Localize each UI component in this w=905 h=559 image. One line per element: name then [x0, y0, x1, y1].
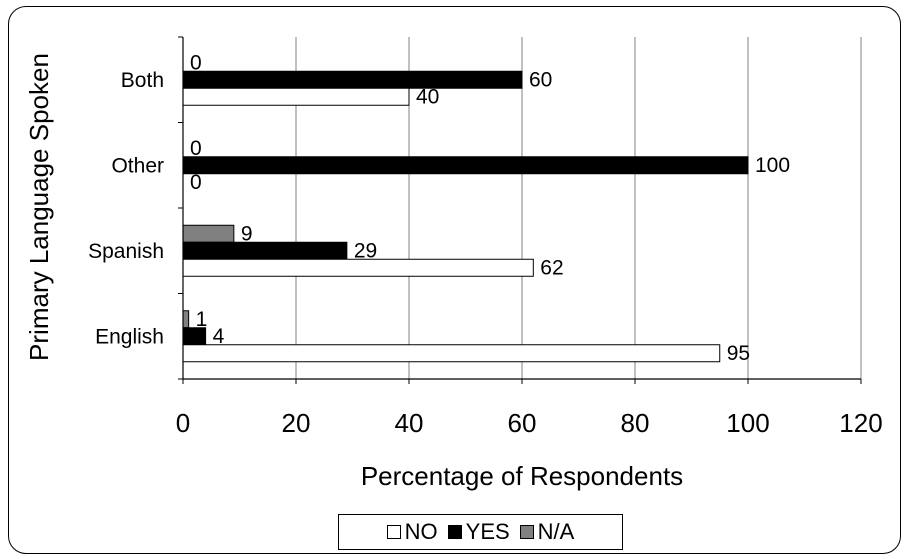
- y-category-label: Other: [111, 154, 164, 177]
- y-category-label: English: [95, 325, 164, 348]
- x-tick-label: 40: [395, 408, 424, 438]
- data-label: 9: [241, 222, 253, 245]
- x-tick-label: 80: [621, 408, 650, 438]
- legend-label: N/A: [537, 519, 575, 544]
- bar-na: [182, 224, 235, 243]
- data-label: 0: [190, 171, 202, 194]
- chart-frame: [8, 6, 901, 554]
- legend-swatch: [519, 525, 534, 539]
- legend-label: NO: [404, 519, 438, 544]
- legend-item: N/A: [519, 519, 575, 545]
- bar-yes: [182, 70, 523, 89]
- data-label: 29: [354, 239, 377, 262]
- x-tick-label: 20: [282, 408, 311, 438]
- legend: NO YES N/A: [338, 514, 623, 550]
- x-axis-title: Percentage of Respondents: [361, 461, 683, 491]
- x-tick-label: 100: [726, 408, 769, 438]
- data-label: 4: [213, 325, 225, 348]
- data-label: 0: [190, 51, 202, 74]
- data-label: 100: [755, 154, 790, 177]
- data-label: 1: [196, 308, 208, 331]
- bars: [182, 70, 749, 363]
- data-label: 0: [190, 137, 202, 160]
- bar-yes: [182, 241, 348, 260]
- axes: 0 20 40 60 80 100 120: [176, 36, 883, 438]
- bar-yes: [182, 156, 749, 175]
- legend-item: YES: [447, 519, 510, 545]
- x-tick-label: 0: [176, 408, 190, 438]
- y-category-label: Spanish: [88, 240, 164, 263]
- y-category-label: Both: [121, 69, 164, 92]
- legend-swatch: [447, 525, 462, 539]
- data-label: 62: [540, 256, 563, 279]
- legend-swatch: [386, 525, 401, 539]
- bar-no: [182, 87, 410, 106]
- data-label: 40: [416, 85, 439, 108]
- bar-no: [182, 344, 721, 363]
- data-label: 60: [529, 68, 552, 91]
- bar-na: [182, 310, 190, 329]
- x-tick-label: 60: [508, 408, 537, 438]
- labels: English 14 95 Spanish 9 29 62 Other 0 100 0 Both 0 60…: [88, 51, 790, 365]
- y-axis-title: Primary Language Spoken: [24, 53, 54, 361]
- x-tick-label: 120: [839, 408, 882, 438]
- data-label: 95: [727, 342, 750, 365]
- legend-item: NO: [386, 519, 438, 545]
- legend-label: YES: [465, 519, 510, 544]
